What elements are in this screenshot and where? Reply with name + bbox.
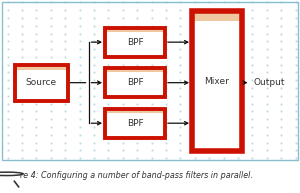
Text: Output: Output	[254, 78, 285, 87]
Bar	[15, 65, 68, 101]
Bar	[105, 28, 165, 32]
Bar	[105, 68, 165, 97]
Bar	[105, 68, 165, 72]
Text: BPF: BPF	[127, 119, 143, 128]
Bar	[105, 53, 165, 57]
Bar	[192, 144, 242, 151]
Bar	[105, 134, 165, 138]
Bar	[15, 96, 68, 101]
Text: Mixer: Mixer	[204, 77, 229, 85]
Bar	[15, 65, 68, 70]
Bar	[15, 65, 68, 101]
Bar	[105, 68, 165, 97]
Text: BPF: BPF	[127, 78, 143, 87]
Bar	[105, 28, 165, 57]
Text: BPF: BPF	[127, 38, 143, 47]
Text: re 4: Configuring a number of band-pass filters in parallel.: re 4: Configuring a number of band-pass …	[20, 171, 253, 180]
Bar	[192, 11, 242, 21]
Bar	[192, 11, 242, 151]
Bar	[105, 109, 165, 138]
Bar	[105, 109, 165, 113]
Bar	[105, 28, 165, 57]
Bar	[105, 93, 165, 97]
Text: Source: Source	[26, 78, 57, 87]
Bar	[192, 11, 242, 151]
Bar	[105, 109, 165, 138]
